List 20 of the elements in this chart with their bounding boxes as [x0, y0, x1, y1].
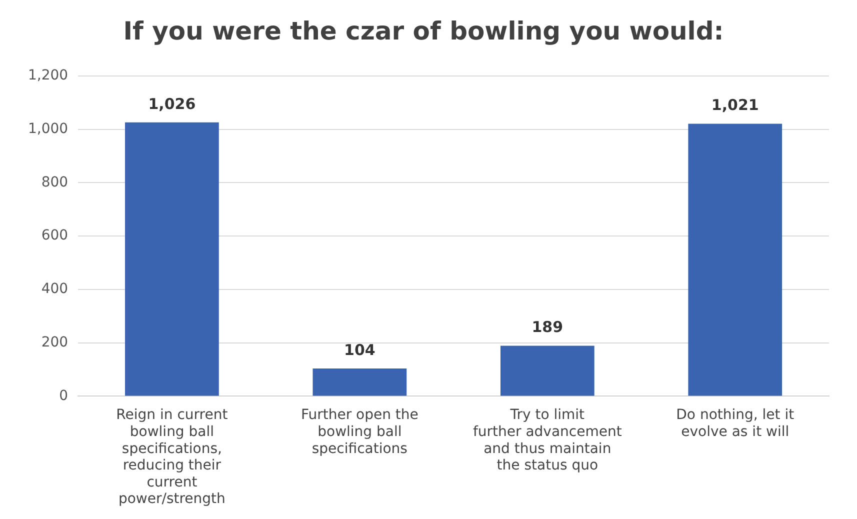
bar — [688, 124, 782, 396]
x-tick-label: Reign in current bowling ball specifications, reducing their current power/strength — [116, 407, 228, 508]
y-tick-label: 1,000 — [28, 121, 68, 138]
y-tick-label: 800 — [41, 174, 68, 190]
data-label: 104 — [344, 340, 376, 359]
x-tick-label: Try to limit further advancement and thus maintain the status quo — [472, 407, 622, 474]
x-tick-label: Do nothing, let it evolve as it will — [676, 407, 795, 440]
y-tick-label: 200 — [41, 334, 68, 350]
data-label: 1,021 — [711, 96, 759, 114]
bar — [125, 122, 219, 396]
bar — [500, 346, 594, 396]
chart-title: If you were the czar of bowling you would: — [123, 16, 724, 46]
y-tick-label: 1,200 — [28, 68, 68, 84]
y-tick-label: 0 — [59, 388, 68, 404]
y-tick-label: 400 — [41, 281, 68, 298]
bar — [312, 368, 407, 396]
data-label: 1,026 — [148, 94, 196, 113]
y-tick-label: 600 — [41, 228, 68, 244]
data-label: 189 — [532, 318, 564, 336]
x-tick-label: Further open the bowling ball specifications — [300, 407, 418, 457]
